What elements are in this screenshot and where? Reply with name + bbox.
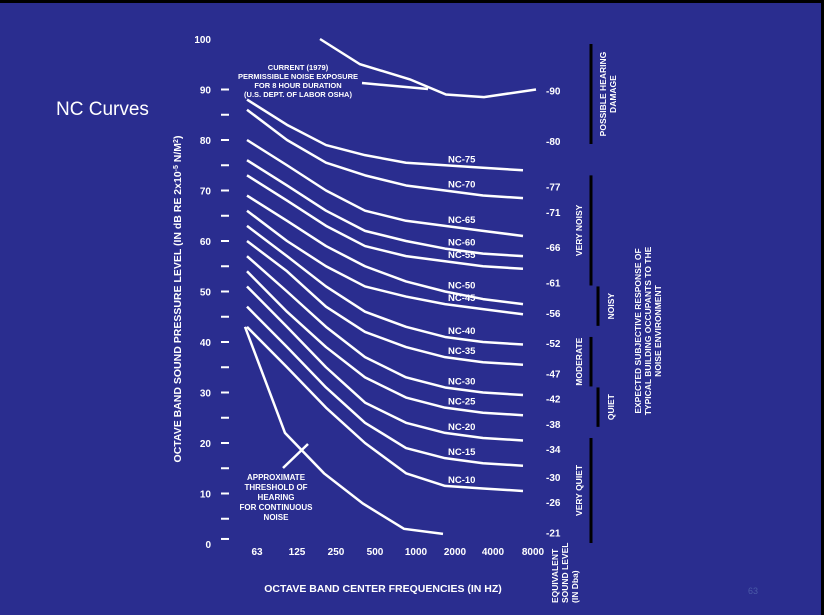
x-tick-label-2000: 2000 [444, 547, 467, 558]
y-tick-label-60: 60 [200, 237, 212, 248]
response-label-possible-hearing: POSSIBLE HEARING [598, 51, 608, 136]
nc-label-nc-50: NC-50 [448, 281, 475, 292]
nc-label-nc-45: NC-45 [448, 293, 476, 304]
threshold-of-hearing-curve [243, 326, 444, 536]
equivalent-level-30: -30 [546, 473, 561, 484]
nc-curve-nc-65 [246, 138, 524, 238]
threshold-label-line: FOR CONTINUOUS [240, 503, 314, 512]
response-title-line: NOISE ENVIRONMENT [653, 284, 663, 376]
response-title-line: TYPICAL BUILDING OCCUPANTS TO THE [643, 246, 653, 415]
nc-label-nc-70: NC-70 [448, 180, 475, 191]
x-tick-label-4000: 4000 [482, 547, 505, 558]
nc-curve-nc-45 [246, 209, 524, 316]
osha-pointer [361, 81, 429, 91]
nc-curve-nc-40 [246, 224, 524, 346]
response-label-noisy: NOISY [606, 293, 616, 320]
y-tick-label-90: 90 [200, 86, 212, 97]
equivalent-level-71: -71 [546, 208, 561, 219]
nc-curve-nc-60 [246, 159, 524, 258]
y-tick-label-70: 70 [200, 187, 212, 198]
osha-label-line: CURRENT (1979) [268, 63, 329, 72]
x-tick-label-63: 63 [251, 547, 263, 558]
x-tick-label-8000: 8000 [522, 547, 545, 558]
y-tick-label-20: 20 [200, 439, 212, 450]
response-title-line: EXPECTED SUBJECTIVE RESPONSE OF [633, 248, 643, 413]
equivalent-level-34: -34 [546, 445, 561, 456]
threshold-pointer [282, 443, 309, 469]
y-tick-label-40: 40 [200, 338, 212, 349]
threshold-label-line: APPROXIMATE [247, 473, 306, 482]
nc-curve-nc-70 [246, 108, 524, 200]
page-title: NC Curves [56, 99, 149, 120]
equivalent-label-line: SOUND LEVEL [560, 543, 570, 603]
nc-curve-nc-50 [246, 194, 524, 306]
nc-label-nc-75: NC-75 [448, 154, 476, 165]
osha-label-line: PERMISSIBLE NOISE EXPOSURE [238, 72, 358, 81]
osha-label-line: FOR 8 HOUR DURATION [254, 81, 341, 90]
y-tick-label-50: 50 [200, 288, 212, 299]
equivalent-level-61: -61 [546, 278, 561, 289]
nc-label-nc-40: NC-40 [448, 326, 475, 337]
equivalent-level-38: -38 [546, 420, 561, 431]
x-tick-label-125: 125 [289, 547, 306, 558]
nc-label-nc-30: NC-30 [448, 376, 475, 387]
threshold-label-line: HEARING [258, 493, 295, 502]
nc-curve-nc-30 [246, 255, 524, 397]
y-axis-title-part: 2 [173, 139, 180, 143]
x-tick-label-250: 250 [328, 547, 345, 558]
nc-curve-nc-75 [246, 98, 524, 172]
y-tick-label-30: 30 [200, 389, 212, 400]
equivalent-level-77: -77 [546, 183, 561, 194]
x-tick-label-500: 500 [367, 547, 384, 558]
nc-curve-nc-15 [246, 305, 524, 467]
y-axis-title-part: N/M [172, 143, 184, 165]
response-label-damage: DAMAGE [608, 75, 618, 113]
equivalent-level-21: -21 [546, 528, 561, 539]
nc-curve-nc-35 [246, 240, 524, 366]
nc-label-nc-20: NC-20 [448, 422, 475, 433]
nc-label-nc-60: NC-60 [448, 238, 475, 249]
response-label-quiet: QUIET [606, 393, 616, 420]
y-axis-title-part: OCTAVE BAND SOUND PRESSURE LEVEL (IN dB … [172, 171, 184, 462]
osha-exposure-curve [319, 37, 537, 99]
nc-label-nc-25: NC-25 [448, 397, 476, 408]
threshold-label-line: THRESHOLD OF [244, 483, 307, 492]
response-label-very-quiet: VERY QUIET [574, 464, 584, 516]
page-number: 63 [748, 586, 759, 596]
equivalent-label-line: (IN Dba) [570, 570, 580, 603]
y-tick-label-80: 80 [200, 136, 212, 147]
slide: 0 10 20 30 40 50 60 70 80 90 100 63 125 250 500 1000 200… [0, 3, 821, 615]
nc-label-nc-55: NC-55 [448, 250, 476, 261]
equivalent-level-90: -90 [546, 87, 561, 98]
y-tick-label-100: 100 [194, 35, 211, 46]
nc-curve-nc-10 [246, 325, 524, 493]
nc-label-nc-65: NC-65 [448, 215, 476, 226]
nc-label-nc-10: NC-10 [448, 475, 475, 486]
y-axis-title-part: -5 [173, 165, 180, 171]
equivalent-level-80: -80 [546, 137, 561, 148]
nc-curves-chart: 0 10 20 30 40 50 60 70 80 90 100 63 125 250 500 1000 200… [172, 35, 663, 603]
equivalent-level-47: -47 [546, 369, 561, 380]
nc-label-nc-15: NC-15 [448, 447, 476, 458]
threshold-label-line: NOISE [264, 513, 290, 522]
equivalent-level-26: -26 [546, 498, 561, 509]
nc-curve-nc-20 [246, 285, 524, 442]
y-axis-title: OCTAVE BAND SOUND PRESSURE LEVEL (IN dB … [172, 136, 184, 463]
equivalent-level-52: -52 [546, 339, 561, 350]
nc-label-nc-35: NC-35 [448, 346, 476, 357]
response-label-very-noisy: VERY NOISY [574, 204, 584, 256]
equivalent-level-56: -56 [546, 309, 561, 320]
y-tick-label-0: 0 [205, 540, 211, 551]
equivalent-level-42: -42 [546, 395, 561, 406]
nc-curve-nc-55 [246, 174, 524, 271]
y-axis-title-part: ) [172, 136, 184, 140]
equivalent-label-line: EQUIVALENT [550, 548, 560, 603]
equivalent-level-66: -66 [546, 243, 561, 254]
nc-curve-nc-25 [246, 270, 524, 417]
response-label-moderate: MODERATE [574, 337, 584, 385]
y-tick-label-10: 10 [200, 490, 212, 501]
osha-label-line: (U.S. DEPT. OF LABOR OSHA) [244, 90, 352, 99]
x-axis-title: OCTAVE BAND CENTER FREQUENCIES (IN HZ) [264, 583, 502, 595]
x-tick-label-1000: 1000 [405, 547, 428, 558]
